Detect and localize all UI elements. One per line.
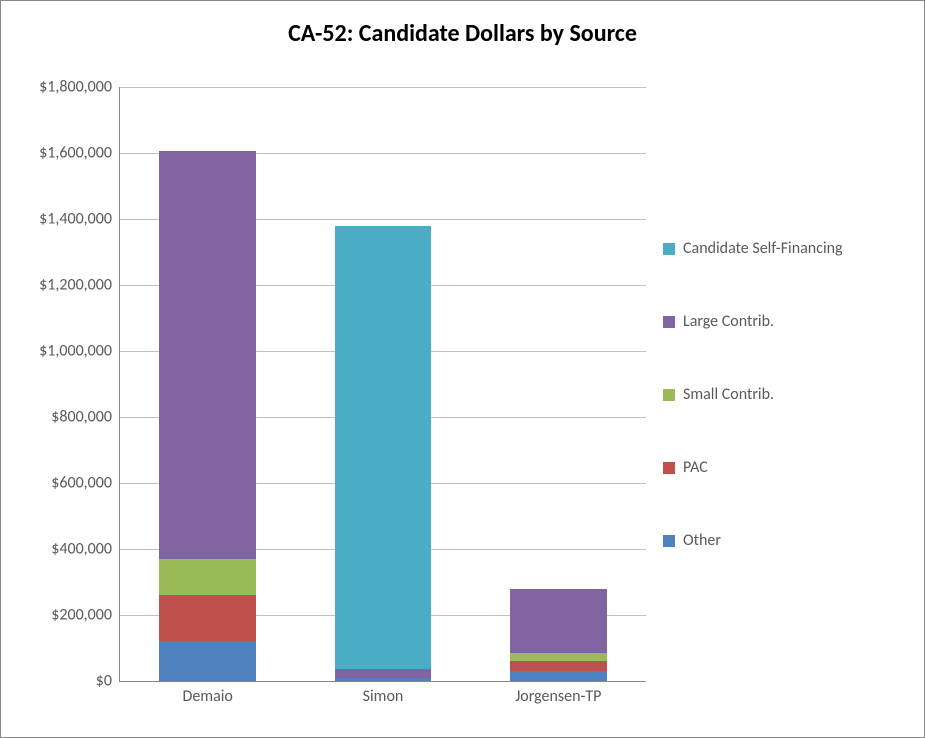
legend-label: Other: [683, 531, 721, 550]
bar-segment: [510, 589, 606, 653]
legend-swatch: [663, 316, 675, 328]
y-tick-label: $1,800,000: [39, 78, 120, 97]
bar-segment: [159, 641, 255, 681]
bar-segment: [159, 151, 255, 559]
bar-segment: [159, 595, 255, 641]
bar-segment: [510, 671, 606, 681]
legend: Candidate Self-Financing Large Contrib. Sm…: [663, 239, 843, 550]
bar-group: [335, 87, 431, 681]
legend-item: Large Contrib.: [663, 312, 843, 331]
legend-swatch: [663, 243, 675, 255]
legend-label: Large Contrib.: [683, 312, 774, 331]
legend-label: PAC: [683, 458, 708, 477]
legend-item: Other: [663, 531, 843, 550]
chart-title: CA-52: Candidate Dollars by Source: [1, 19, 924, 48]
legend-item: PAC: [663, 458, 843, 477]
chart-frame: CA-52: Candidate Dollars by Source $0$20…: [0, 0, 925, 738]
bar-segment: [510, 661, 606, 671]
bar-segment: [335, 669, 431, 677]
plot-area: $0$200,000$400,000$600,000$800,000$1,000…: [119, 87, 646, 682]
bar-group: [510, 87, 606, 681]
bar-segment: [159, 559, 255, 595]
x-category-label: Jorgensen-TP: [471, 681, 646, 706]
y-tick-label: $200,000: [51, 606, 120, 625]
bar-group: [159, 87, 255, 681]
bar-segment: [510, 653, 606, 661]
y-tick-label: $0: [96, 672, 120, 691]
y-tick-label: $1,400,000: [39, 210, 120, 229]
x-category-label: Simon: [295, 681, 470, 706]
y-tick-label: $600,000: [51, 474, 120, 493]
legend-label: Candidate Self-Financing: [683, 239, 843, 258]
y-tick-label: $1,000,000: [39, 342, 120, 361]
legend-item: Small Contrib.: [663, 385, 843, 404]
legend-swatch: [663, 389, 675, 401]
y-tick-label: $400,000: [51, 540, 120, 559]
y-tick-label: $800,000: [51, 408, 120, 427]
x-category-label: Demaio: [120, 681, 295, 706]
bar-segment: [335, 226, 431, 670]
y-tick-label: $1,600,000: [39, 144, 120, 163]
legend-item: Candidate Self-Financing: [663, 239, 843, 258]
y-tick-label: $1,200,000: [39, 276, 120, 295]
legend-label: Small Contrib.: [683, 385, 774, 404]
legend-swatch: [663, 535, 675, 547]
legend-swatch: [663, 462, 675, 474]
